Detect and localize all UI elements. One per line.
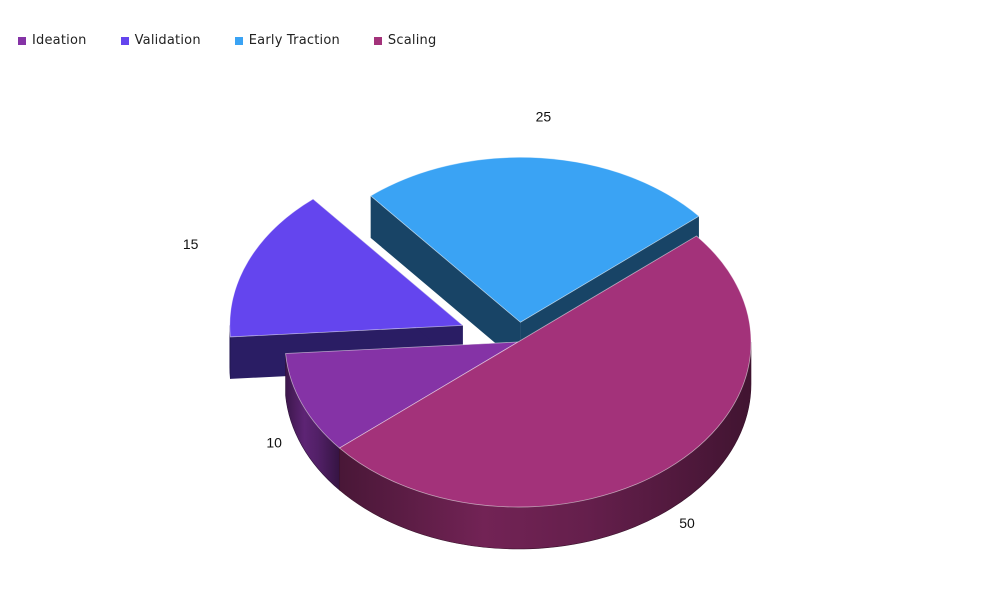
data-label-early-traction: 25 xyxy=(536,109,552,125)
chart-legend: Ideation Validation Early Traction Scali… xyxy=(18,33,470,48)
legend-label-scaling: Scaling xyxy=(387,33,437,48)
data-label-ideation: 10 xyxy=(266,435,282,451)
slice-early-traction[interactable] xyxy=(369,156,700,323)
slice-wall-early-traction-0 xyxy=(370,195,521,365)
slice-ideation[interactable] xyxy=(285,341,519,449)
legend-item-validation[interactable]: Validation xyxy=(120,33,201,48)
legend-swatch-early-traction xyxy=(234,36,243,45)
legend-swatch-ideation xyxy=(18,36,26,45)
legend-label-ideation: Ideation xyxy=(32,33,87,48)
legend-item-scaling[interactable]: Scaling xyxy=(373,33,437,48)
pie-labels: 10 15 25 50 xyxy=(183,109,695,531)
legend-label-validation: Validation xyxy=(134,33,201,48)
legend-item-early-traction[interactable]: Early Traction xyxy=(234,33,340,48)
legend-item-ideation[interactable]: Ideation xyxy=(18,33,87,48)
data-label-validation: 15 xyxy=(183,236,199,252)
legend-label-early-traction: Early Traction xyxy=(248,33,340,48)
legend-swatch-scaling xyxy=(373,36,382,45)
data-label-scaling: 50 xyxy=(679,515,695,531)
legend-swatch-validation xyxy=(120,36,129,45)
slice-scaling[interactable] xyxy=(338,235,752,508)
pie-tops xyxy=(229,156,752,508)
slice-validation[interactable] xyxy=(229,198,464,338)
